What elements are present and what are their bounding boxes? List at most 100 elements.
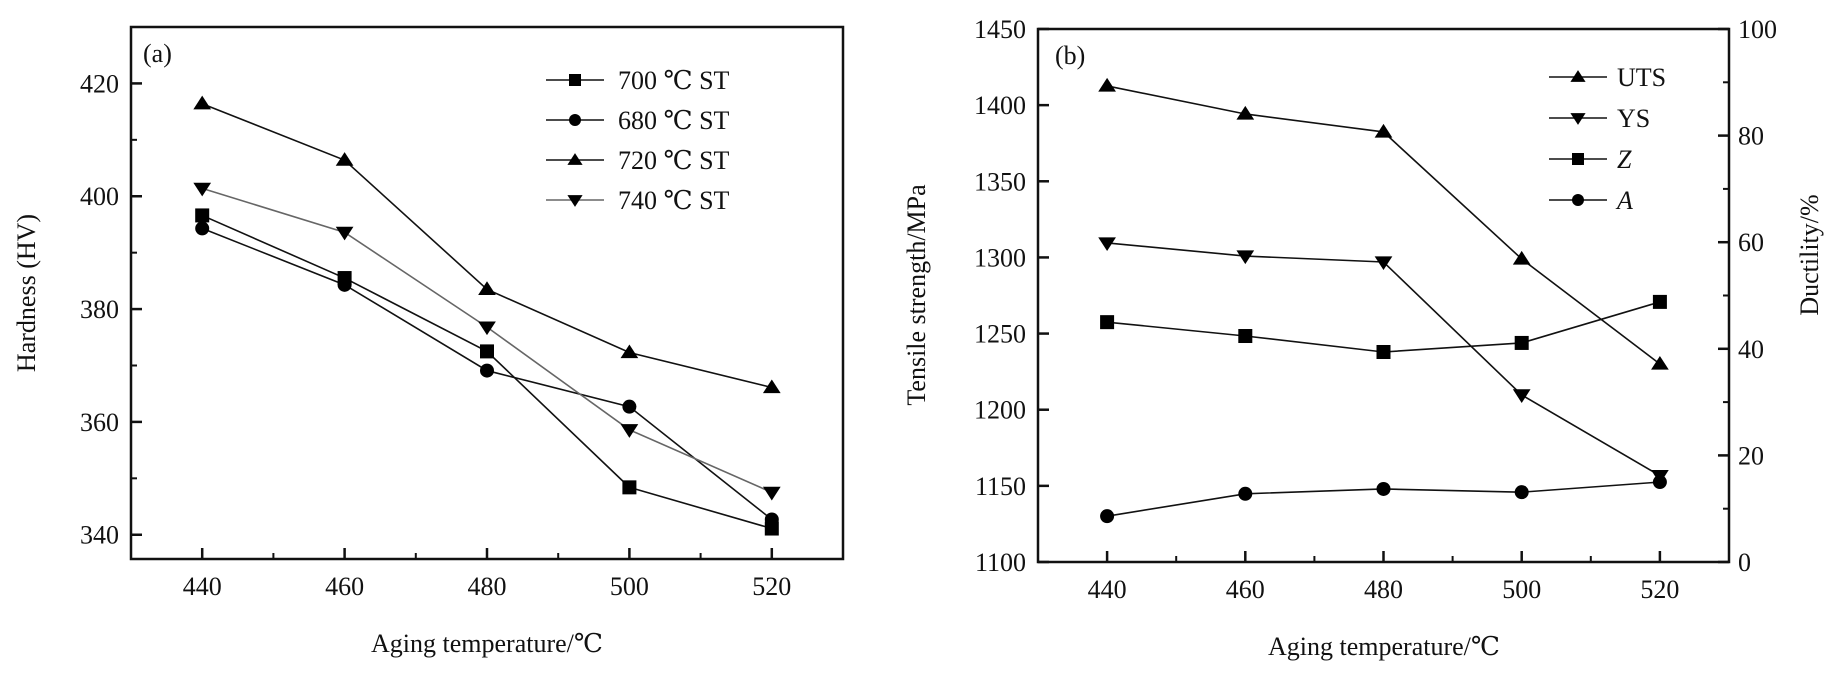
legend-entry: 700 ℃ ST — [546, 66, 730, 95]
data-point — [195, 208, 210, 223]
y-tick-label: 1350 — [974, 167, 1026, 196]
x-tick-label: 440 — [183, 572, 222, 601]
y-axis-right-b: 0 20 40 60 80 100 — [1718, 15, 1777, 577]
legend-label: A — [1615, 186, 1633, 215]
x-axis-b: 440 460 480 500 520 — [1088, 551, 1679, 604]
x-tick-label: 500 — [1502, 575, 1541, 604]
data-point — [622, 399, 637, 414]
data-point — [1514, 335, 1529, 350]
series-720-st — [193, 95, 781, 394]
series-line — [201, 187, 773, 494]
y-tick-label: 1100 — [975, 548, 1026, 577]
data-point — [478, 321, 496, 336]
data-point — [480, 363, 494, 378]
data-point — [1098, 77, 1116, 92]
series-line — [1107, 242, 1661, 477]
legend-marker-triangle-up-icon — [1570, 70, 1586, 82]
data-point — [1652, 475, 1667, 490]
data-point — [478, 281, 496, 295]
data-point — [620, 424, 639, 438]
legend-marker-triangle-down-icon — [567, 195, 583, 207]
data-point — [764, 512, 779, 527]
x-axis-title-b: Aging temperature/℃ — [1268, 632, 1500, 661]
y-axis-title-right-b: Ductility/% — [1795, 194, 1824, 315]
legend-marker-square-icon — [569, 74, 581, 86]
legend-label: 700 ℃ ST — [618, 66, 730, 95]
data-point — [1238, 329, 1253, 344]
series-z — [1100, 294, 1667, 359]
x-tick-label: 460 — [1226, 575, 1265, 604]
data-point — [193, 182, 212, 197]
x-tick-label: 440 — [1088, 575, 1127, 604]
data-point — [1376, 344, 1391, 359]
legend-a: 700 ℃ ST 680 ℃ ST 720 ℃ ST 740 ℃ ST — [546, 66, 730, 215]
series-680-st — [195, 221, 779, 527]
legend-marker-triangle-down-icon — [1570, 113, 1586, 125]
y-tick-label: 420 — [80, 69, 119, 98]
y-axis-a: 340 360 380 400 420 — [80, 69, 142, 550]
y-tick-label: 40 — [1738, 335, 1764, 364]
data-point — [622, 480, 637, 495]
legend-label: UTS — [1617, 63, 1666, 92]
legend-entry: Z — [1549, 145, 1632, 174]
legend-marker-triangle-up-icon — [567, 153, 583, 165]
legend-entry: 720 ℃ ST — [546, 146, 730, 175]
y-axis-left-b: 1100 1150 1200 1250 1300 1350 1400 1450 — [974, 15, 1049, 577]
x-tick-label: 520 — [1640, 575, 1679, 604]
series-740-st — [193, 182, 781, 501]
x-tick-label: 500 — [610, 572, 649, 601]
data-point — [1100, 509, 1115, 524]
data-point — [1098, 237, 1116, 252]
y-tick-label: 1150 — [975, 472, 1026, 501]
data-point — [1100, 315, 1115, 330]
y-tick-label: 360 — [80, 408, 119, 437]
data-point — [1514, 485, 1529, 500]
data-point — [1376, 481, 1391, 496]
x-tick-label: 480 — [1364, 575, 1403, 604]
data-point — [480, 344, 494, 359]
y-tick-label: 80 — [1738, 122, 1764, 151]
series-a — [1100, 475, 1667, 524]
data-point — [1236, 250, 1255, 265]
data-point — [1374, 123, 1393, 138]
x-tick-label: 480 — [468, 572, 507, 601]
panel-b-tensile-chart: (b) 440 460 480 500 520 1100 1150 1200 1250 1300… — [902, 15, 1824, 661]
y-tick-label: 20 — [1738, 441, 1764, 470]
data-point — [1652, 294, 1667, 309]
x-axis-a: 440 460 480 500 520 — [183, 548, 791, 601]
data-point — [762, 486, 781, 501]
legend-entry: A — [1549, 186, 1633, 215]
legend-label: 720 ℃ ST — [618, 146, 730, 175]
data-point — [1374, 256, 1393, 271]
y-axis-title-a: Hardness (HV) — [12, 214, 41, 372]
y-tick-label: 100 — [1738, 15, 1777, 44]
legend-marker-square-icon — [1572, 153, 1584, 165]
data-point — [620, 344, 639, 359]
data-point — [762, 379, 781, 394]
legend-label: YS — [1617, 104, 1650, 133]
y-tick-label: 380 — [80, 295, 119, 324]
legend-entry: 740 ℃ ST — [546, 186, 730, 215]
y-tick-label: 60 — [1738, 228, 1764, 257]
y-tick-label: 1300 — [974, 243, 1026, 272]
y-tick-label: 0 — [1738, 548, 1751, 577]
legend-b: UTS YS ZA — [1549, 63, 1666, 215]
data-point — [1651, 355, 1669, 370]
panel-label-b: (b) — [1055, 41, 1085, 70]
series-line — [1107, 301, 1661, 353]
legend-entry: 680 ℃ ST — [546, 106, 730, 135]
panel-label-a: (a) — [143, 39, 172, 68]
series-ys — [1098, 237, 1669, 484]
data-point — [195, 221, 210, 236]
data-point — [1236, 105, 1255, 120]
legend-entry: YS — [1549, 104, 1650, 133]
series-group-b — [1098, 77, 1669, 524]
x-tick-label: 520 — [752, 572, 791, 601]
legend-entry: UTS — [1549, 63, 1666, 92]
data-point — [337, 277, 352, 292]
legend-marker-circle-icon — [569, 114, 581, 126]
data-point — [1512, 389, 1531, 403]
data-point — [335, 226, 354, 241]
x-tick-label: 460 — [325, 572, 364, 601]
